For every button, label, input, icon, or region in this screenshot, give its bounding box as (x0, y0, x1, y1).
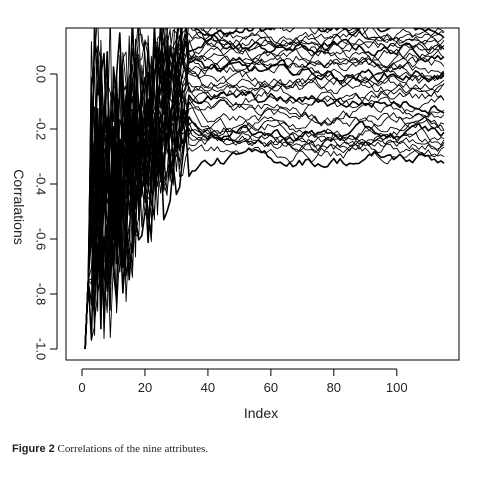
y-tick-label: -1.0 (34, 338, 49, 360)
series-line (84, 57, 445, 350)
series-line (84, 28, 445, 350)
figure-caption: Figure 2 Correlations of the nine attrib… (12, 443, 472, 455)
x-tick-label: 80 (327, 380, 341, 395)
series-line (84, 68, 445, 350)
y-axis: -1.0 -0.8 -0.6 -0.4 -0.2 0.0 (34, 65, 58, 360)
y-tick-label: -0.2 (34, 118, 49, 140)
series-line (84, 131, 445, 350)
figure-caption-text: Correlations of the nine attributes. (57, 443, 209, 455)
x-axis: 0 20 40 60 80 100 (78, 368, 408, 395)
series-line (84, 70, 445, 350)
x-tick-label: 40 (201, 380, 215, 395)
series-layer (84, 28, 445, 350)
plot-frame (65, 27, 460, 361)
x-tick-label: 20 (138, 380, 152, 395)
y-tick-label: -0.6 (34, 228, 49, 250)
series-line (84, 54, 445, 350)
series-line (84, 76, 445, 350)
chart-canvas: 0 20 40 60 80 100 -1.0 -0.8 -0.6 -0.4 -0.2 0.0 Ind… (11, 27, 460, 421)
x-tick-label: 100 (386, 380, 408, 395)
series-line (84, 28, 445, 350)
series-line (84, 97, 445, 350)
figure-label: Figure 2 (12, 443, 55, 455)
series-line (84, 74, 445, 350)
series-line (84, 111, 445, 350)
y-tick-label: -0.8 (34, 283, 49, 305)
y-tick-label: 0.0 (34, 65, 49, 83)
x-axis-title: Index (244, 405, 278, 421)
series-line (84, 28, 445, 350)
y-axis-title: Corralations (11, 169, 27, 244)
series-line (84, 49, 445, 350)
x-tick-label: 60 (264, 380, 278, 395)
x-tick-label: 0 (78, 380, 85, 395)
y-tick-label: -0.4 (34, 173, 49, 195)
